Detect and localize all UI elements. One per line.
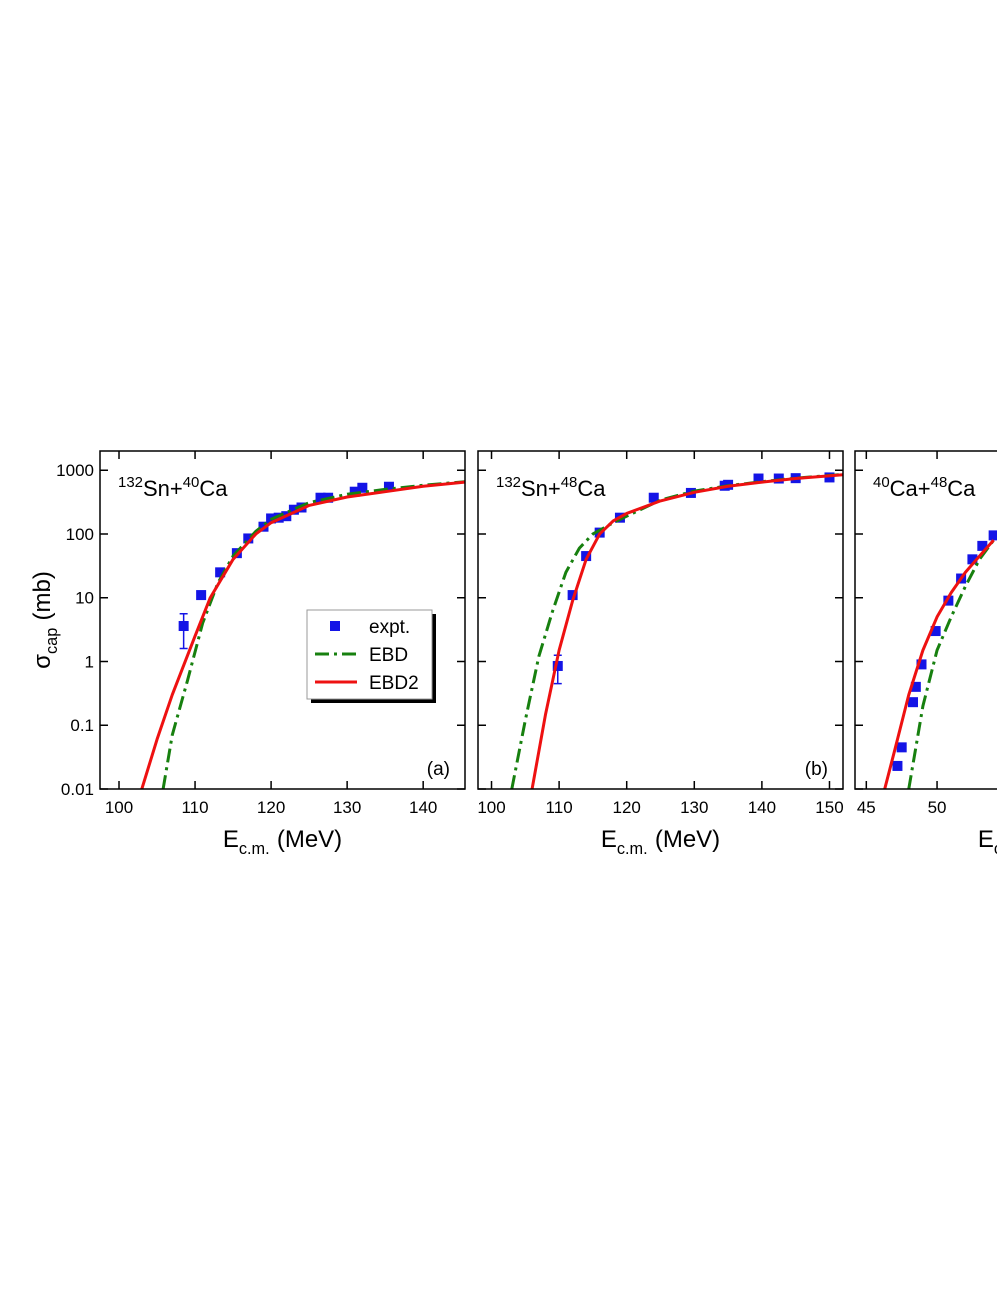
legend-label: EBD — [369, 645, 408, 666]
curve — [530, 473, 843, 789]
plot-frame — [477, 450, 844, 790]
text-part: c.m. — [239, 840, 270, 858]
y-axis-label: σcap (mb) — [29, 571, 61, 669]
data-point — [552, 660, 563, 671]
y-tick-label: 10 — [75, 589, 94, 608]
curve — [907, 539, 995, 789]
y-tick-label: 0.01 — [61, 780, 94, 799]
x-tick-label: 130 — [680, 798, 708, 817]
data-point — [824, 472, 835, 483]
y-tick-label: 100 — [66, 525, 94, 544]
y-tick-label: 1 — [85, 652, 94, 671]
data-point — [908, 697, 919, 708]
text-part: σ — [29, 654, 56, 669]
text-part: 40 — [183, 474, 200, 491]
y-tick-label: 0.1 — [70, 716, 94, 735]
text-part: (MeV) — [655, 826, 720, 853]
panel-title: 132Sn+40Ca — [118, 474, 228, 501]
curve — [140, 480, 465, 789]
text-part: Ca — [199, 476, 228, 501]
curve — [161, 480, 465, 789]
text-part: 132 — [496, 474, 521, 491]
text-part: Ca — [947, 476, 976, 501]
text-part: 40 — [873, 474, 890, 491]
text-part: cap — [43, 628, 61, 654]
text-part: c.m. — [994, 840, 997, 858]
data-point — [215, 567, 226, 578]
x-axis-label: Ec.m. (MeV) — [601, 826, 720, 858]
text-part: (MeV) — [277, 826, 342, 853]
data-point — [896, 742, 907, 753]
x-axis-label: Ec.m. (MeV) — [223, 826, 342, 858]
x-tick-label: 100 — [477, 798, 505, 817]
legend-marker — [330, 621, 340, 631]
plot-frame — [854, 450, 997, 790]
curve — [883, 539, 995, 789]
plot-frame — [99, 450, 466, 790]
x-tick-label: 50 — [928, 798, 947, 817]
data-point — [315, 492, 326, 503]
legend-label: EBD2 — [369, 673, 419, 694]
panel-title: 132Sn+48Ca — [496, 474, 606, 501]
panel-title: 40Ca+48Ca — [873, 474, 976, 501]
data-point — [567, 590, 578, 601]
data-point — [988, 530, 997, 541]
data-point — [243, 533, 254, 544]
error-bar — [179, 613, 188, 650]
x-tick-label: 150 — [815, 798, 843, 817]
data-point — [910, 681, 921, 692]
data-point — [196, 590, 207, 601]
x-axis-label: Ec.m.(MeV) — [978, 826, 997, 858]
x-tick-label: 140 — [748, 798, 776, 817]
x-tick-label: 130 — [333, 798, 361, 817]
data-point — [967, 554, 978, 565]
panel-label: (a) — [427, 759, 450, 780]
text-part: Sn+ — [143, 476, 183, 501]
text-part: c.m. — [617, 840, 648, 858]
curve — [510, 472, 843, 789]
data-point — [648, 492, 659, 503]
x-tick-label: 120 — [613, 798, 641, 817]
text-part: 132 — [118, 474, 143, 491]
data-point — [349, 486, 360, 497]
x-tick-label: 45 — [857, 798, 876, 817]
text-part: Ca — [577, 476, 606, 501]
text-part: Sn+ — [521, 476, 561, 501]
text-part: Ca+ — [890, 476, 931, 501]
data-point — [943, 595, 954, 606]
data-point — [916, 659, 927, 670]
data-point — [892, 760, 903, 771]
data-point — [930, 626, 941, 637]
data-point — [288, 504, 299, 515]
data-point — [581, 551, 592, 562]
x-tick-label: 140 — [409, 798, 437, 817]
data-point — [753, 473, 764, 484]
plot-area — [510, 472, 843, 789]
data-point — [977, 540, 988, 551]
text-part: 48 — [931, 474, 948, 491]
x-tick-label: 100 — [105, 798, 133, 817]
y-tick-label: 1000 — [56, 461, 94, 480]
x-tick-label: 110 — [546, 798, 573, 817]
data-point — [178, 621, 189, 632]
panel-label: (b) — [805, 759, 828, 780]
plot-area — [140, 480, 465, 789]
plot-area — [883, 530, 997, 789]
text-part: 48 — [561, 474, 578, 491]
text-part: (mb) — [29, 571, 56, 620]
text-part: E — [601, 826, 617, 853]
legend-label: expt. — [369, 617, 410, 638]
data-point — [383, 481, 394, 492]
text-part: E — [978, 826, 994, 853]
data-point — [357, 482, 368, 493]
x-tick-label: 120 — [257, 798, 285, 817]
text-part: E — [223, 826, 239, 853]
x-tick-label: 110 — [181, 798, 208, 817]
